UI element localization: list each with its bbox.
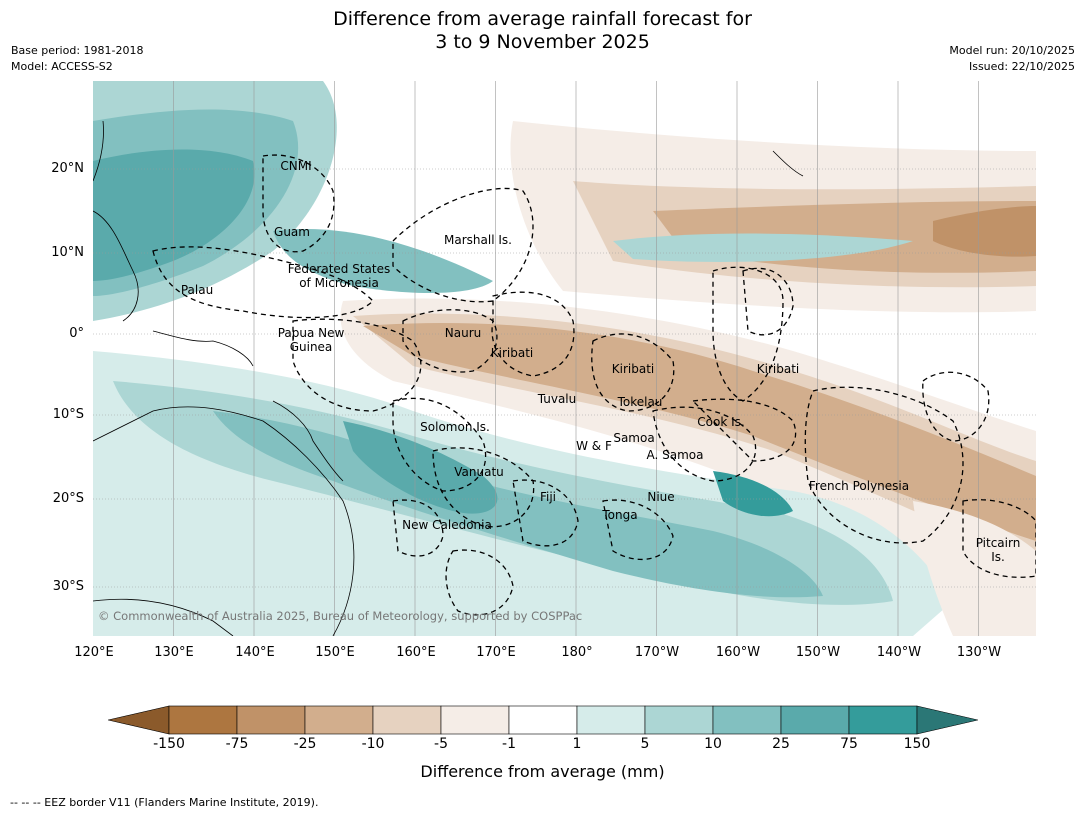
model-run: Model run: 20/10/2025	[949, 44, 1075, 57]
colorbar-tick: -25	[293, 736, 317, 752]
colorbar-tick: 25	[772, 736, 790, 752]
colorbar-segment	[508, 705, 578, 735]
issued-date: Issued: 22/10/2025	[968, 60, 1075, 73]
place-label-kiribati-east: Kiribati	[756, 362, 800, 376]
colorbar-extend-high	[916, 705, 978, 735]
lon-tick-160w: 160°W	[715, 645, 761, 660]
colorbar-tick: 75	[840, 736, 858, 752]
colorbar-segment	[304, 705, 374, 735]
place-label-kiribati-west: Kiribati	[490, 346, 534, 360]
lon-tick-120e: 120°E	[74, 645, 114, 660]
colorbar-tick: 5	[640, 736, 650, 752]
lat-tick-30s: 30°S	[52, 579, 84, 594]
lon-tick-140w: 140°W	[876, 645, 922, 660]
meta-left: Base period: 1981-2018 Model: ACCESS-S2	[11, 43, 143, 75]
lon-tick-130w: 130°W	[956, 645, 1002, 660]
rainfall-map	[93, 81, 1036, 636]
colorbar-segment	[712, 705, 782, 735]
colorbar-tick: 10	[704, 736, 722, 752]
colorbar-segment	[236, 705, 306, 735]
colorbar-tick: -10	[361, 736, 385, 752]
lat-tick-20s: 20°S	[52, 491, 84, 506]
place-label-png: Papua New Guinea	[277, 326, 345, 354]
graticule	[93, 81, 1036, 636]
base-period: Base period: 1981-2018	[11, 44, 144, 57]
place-label-wallis-futuna: W & F	[576, 439, 612, 453]
place-label-cook-is: Cook Is.	[697, 415, 745, 429]
colorbar-label: Difference from average (mm)	[420, 762, 665, 781]
lon-tick-130e: 130°E	[154, 645, 194, 660]
place-label-cnmi: CNMI	[280, 159, 312, 173]
colorbar-tick: -150	[153, 736, 185, 752]
eez-borders	[152, 154, 1036, 616]
place-label-samoa: Samoa	[613, 431, 655, 445]
lon-tick-150e: 150°E	[315, 645, 355, 660]
eez-border-note: -- -- -- EEZ border V11 (Flanders Marine…	[10, 796, 319, 809]
place-label-palau: Palau	[180, 283, 214, 297]
place-label-marshall-is: Marshall Is.	[444, 233, 512, 247]
colorbar-segment	[168, 705, 238, 735]
colorbar-tick: 1	[572, 736, 582, 752]
place-label-nauru: Nauru	[444, 326, 482, 340]
chart-title: Difference from average rainfall forecas…	[0, 8, 1085, 54]
lon-tick-170e: 170°E	[476, 645, 516, 660]
place-label-guam: Guam	[274, 225, 310, 239]
lat-tick-0: 0°	[69, 326, 84, 341]
place-label-fsm: Federated States of Micronesia	[287, 262, 391, 290]
colorbar	[108, 705, 978, 735]
place-label-fiji: Fiji	[539, 490, 557, 504]
colorbar-segment	[780, 705, 850, 735]
title-line-1: Difference from average rainfall forecas…	[333, 8, 752, 30]
map-svg	[93, 81, 1036, 636]
colorbar-segment	[576, 705, 646, 735]
colorbar-extend-low	[108, 705, 170, 735]
lon-tick-140e: 140°E	[235, 645, 275, 660]
lat-tick-10n: 10°N	[51, 245, 84, 260]
colorbar-segment	[440, 705, 510, 735]
colorbar-tick: -5	[434, 736, 448, 752]
lon-tick-160e: 160°E	[396, 645, 436, 660]
model-name: Model: ACCESS-S2	[11, 60, 113, 73]
lon-tick-150w: 150°W	[795, 645, 841, 660]
place-label-vanuatu: Vanuatu	[454, 465, 504, 479]
place-label-niue: Niue	[647, 490, 675, 504]
lon-tick-180: 180°	[561, 645, 593, 660]
colorbar-tick: -1	[502, 736, 516, 752]
rainfall-anomaly-fields	[93, 81, 1036, 636]
colorbar-tick: 150	[903, 736, 931, 752]
place-label-tonga: Tonga	[602, 508, 638, 522]
coastlines	[93, 120, 804, 636]
place-label-american-samoa: A. Samoa	[646, 448, 704, 462]
place-label-solomon-is: Solomon Is.	[420, 420, 490, 434]
title-line-2: 3 to 9 November 2025	[435, 31, 650, 53]
colorbar-segment	[372, 705, 442, 735]
place-label-new-caledonia: New Caledonia	[402, 518, 492, 532]
place-label-tokelau: Tokelau	[617, 395, 663, 409]
lon-tick-170w: 170°W	[634, 645, 680, 660]
place-label-french-polynesia: French Polynesia	[808, 479, 910, 493]
place-label-tuvalu: Tuvalu	[537, 392, 577, 406]
copyright-notice: © Commonwealth of Australia 2025, Bureau…	[98, 609, 583, 623]
colorbar-segment	[644, 705, 714, 735]
colorbar-segment	[848, 705, 918, 735]
place-label-pitcairn-is: Pitcairn Is.	[975, 536, 1021, 564]
place-label-kiribati-central: Kiribati	[611, 362, 655, 376]
colorbar-tick: -75	[225, 736, 249, 752]
meta-right: Model run: 20/10/2025 Issued: 22/10/2025	[949, 43, 1075, 75]
lat-tick-20n: 20°N	[51, 161, 84, 176]
lat-tick-10s: 10°S	[52, 407, 84, 422]
